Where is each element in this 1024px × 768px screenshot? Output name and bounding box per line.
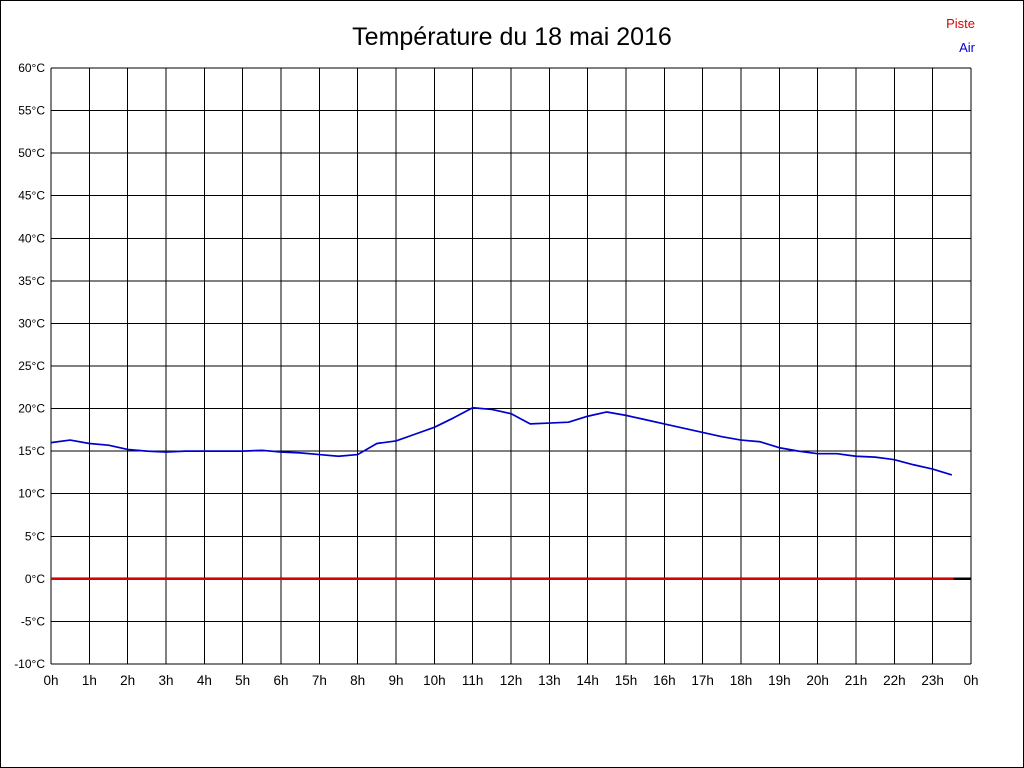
x-tick-label: 1h bbox=[82, 673, 97, 688]
y-tick-label: 0°C bbox=[25, 572, 45, 586]
y-tick-label: 55°C bbox=[18, 104, 45, 118]
chart-title: Température du 18 mai 2016 bbox=[352, 23, 672, 51]
x-tick-label: 14h bbox=[576, 673, 599, 688]
x-tick-label: 0h bbox=[43, 673, 58, 688]
legend-item-piste: Piste bbox=[946, 16, 975, 31]
x-tick-label: 15h bbox=[615, 673, 638, 688]
x-tick-label: 5h bbox=[235, 673, 250, 688]
x-tick-label: 4h bbox=[197, 673, 212, 688]
x-tick-label: 10h bbox=[423, 673, 446, 688]
x-tick-label: 18h bbox=[730, 673, 753, 688]
x-tick-label: 7h bbox=[312, 673, 327, 688]
y-tick-label: 5°C bbox=[25, 529, 45, 543]
y-tick-label: 30°C bbox=[18, 316, 45, 330]
x-tick-label: 8h bbox=[350, 673, 365, 688]
x-tick-label: 22h bbox=[883, 673, 906, 688]
x-axis-labels: 0h 1h 2h 3h 4h 5h 6h 7h 8h 9h 10h 11h 12h 13h 14h 15h 16… bbox=[43, 673, 978, 688]
x-tick-label: 16h bbox=[653, 673, 676, 688]
x-tick-label: 3h bbox=[158, 673, 173, 688]
x-tick-label: 19h bbox=[768, 673, 791, 688]
x-tick-label: 17h bbox=[691, 673, 714, 688]
y-tick-label: 50°C bbox=[18, 146, 45, 160]
y-tick-label: 25°C bbox=[18, 359, 45, 373]
x-tick-label: 2h bbox=[120, 673, 135, 688]
x-tick-label: 12h bbox=[500, 673, 523, 688]
x-tick-label: 21h bbox=[845, 673, 868, 688]
legend-item-air: Air bbox=[959, 40, 975, 55]
y-tick-label: 10°C bbox=[18, 487, 45, 501]
y-tick-label: -5°C bbox=[21, 614, 45, 628]
y-tick-label: 45°C bbox=[18, 189, 45, 203]
y-tick-label: 40°C bbox=[18, 231, 45, 245]
x-tick-label: 0h bbox=[963, 673, 978, 688]
y-tick-label: -10°C bbox=[14, 657, 45, 671]
y-tick-label: 20°C bbox=[18, 402, 45, 416]
x-tick-label: 13h bbox=[538, 673, 561, 688]
y-tick-label: 35°C bbox=[18, 274, 45, 288]
x-tick-label: 9h bbox=[388, 673, 403, 688]
x-tick-label: 6h bbox=[273, 673, 288, 688]
x-tick-label: 20h bbox=[806, 673, 829, 688]
series-line-air bbox=[50, 406, 953, 476]
y-tick-label: 60°C bbox=[18, 61, 45, 75]
x-tick-label: 23h bbox=[921, 673, 944, 688]
legend: Piste Air bbox=[946, 12, 975, 60]
x-tick-label: 11h bbox=[462, 673, 484, 688]
grid-lines bbox=[50, 67, 972, 665]
y-axis-labels: 60°C 55°C 50°C 45°C 40°C 35°C 30°C 25°C 20°C 15°C… bbox=[14, 61, 45, 671]
y-tick-label: 15°C bbox=[18, 444, 45, 458]
